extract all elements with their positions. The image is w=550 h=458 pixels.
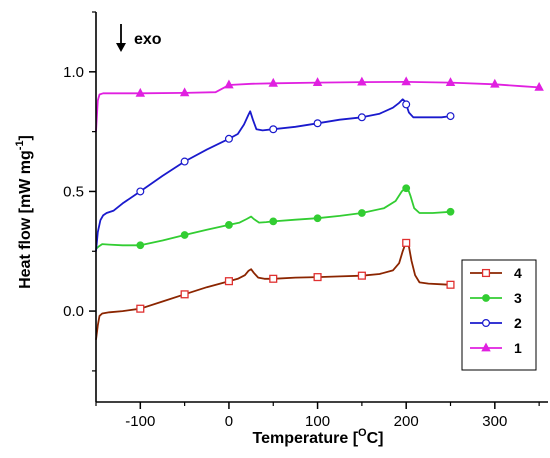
data-point — [357, 76, 367, 86]
data-point — [446, 207, 455, 216]
exo-annotation: exo — [116, 24, 162, 52]
data-point — [357, 271, 366, 280]
data-point — [224, 134, 233, 143]
data-point — [180, 290, 189, 299]
data-point — [268, 77, 278, 87]
data-point — [224, 277, 233, 286]
series-line — [95, 98, 451, 252]
exo-label: exo — [134, 31, 162, 48]
data-point — [136, 187, 145, 196]
x-axis-title-sup: O — [358, 427, 367, 439]
x-axis-title-main: Temperature [ — [253, 430, 359, 447]
series-1 — [95, 76, 544, 132]
y-axis-title-main: Heat flow [mW mg — [17, 150, 34, 289]
data-point — [269, 217, 278, 226]
data-point — [136, 304, 145, 313]
x-tick-label: 100 — [305, 413, 330, 430]
plot-area — [95, 76, 544, 340]
axes — [95, 12, 548, 403]
data-point — [225, 221, 233, 229]
x-tick-label: 200 — [394, 413, 419, 430]
data-point — [135, 87, 146, 97]
series-3 — [95, 184, 455, 250]
data-point — [357, 113, 366, 122]
legend-item-4: 4 — [470, 265, 522, 281]
data-point — [446, 280, 455, 289]
y-axis-title-sup: -1 — [14, 140, 26, 150]
data-point — [179, 87, 190, 97]
legend-marker — [482, 294, 490, 302]
data-point — [534, 81, 544, 91]
legend-frame — [461, 259, 537, 371]
data-point — [313, 273, 322, 282]
y-axis-title: Heat flow [mW mg-1] — [14, 135, 34, 289]
legend-marker — [481, 268, 491, 278]
data-point — [313, 214, 322, 223]
ticks: -100 0 100 200 300 0.0 0.5 1.0 — [63, 11, 540, 430]
data-point — [136, 241, 145, 250]
data-point — [312, 77, 323, 86]
legend-label: 4 — [514, 265, 522, 281]
data-point — [445, 77, 456, 86]
data-point — [402, 238, 411, 247]
legend: 4 3 2 1 — [461, 259, 537, 371]
data-point — [313, 119, 322, 128]
legend-item-1: 1 — [470, 340, 522, 356]
series-2 — [95, 98, 455, 252]
x-axis-title: Temperature [OC] — [253, 427, 384, 447]
y-tick-label: 0.0 — [63, 303, 84, 320]
data-point — [224, 79, 234, 89]
data-point — [269, 274, 278, 283]
x-tick-label: 300 — [482, 413, 507, 430]
legend-label: 3 — [514, 290, 522, 306]
data-point — [180, 157, 189, 166]
legend-label: 1 — [514, 340, 522, 356]
legend-marker — [481, 342, 491, 352]
data-point — [180, 231, 189, 239]
legend-marker — [482, 319, 491, 328]
y-tick-label: 1.0 — [63, 64, 84, 81]
y-axis-title-tail: ] — [17, 135, 34, 140]
legend-item-2: 2 — [470, 315, 522, 331]
x-tick-label: 0 — [225, 413, 233, 430]
exo-arrow-head — [116, 43, 126, 52]
y-tick-label: 0.5 — [63, 183, 84, 200]
series-line — [95, 240, 451, 340]
legend-label: 2 — [514, 315, 522, 331]
series-4 — [95, 238, 455, 340]
data-point — [446, 112, 455, 121]
data-point — [357, 209, 366, 217]
data-point — [269, 125, 278, 134]
data-point — [402, 100, 411, 109]
x-tick-label: -100 — [125, 413, 155, 430]
data-point — [490, 78, 500, 88]
data-point — [401, 76, 411, 86]
legend-item-3: 3 — [470, 290, 522, 306]
x-axis-title-tail: C] — [367, 430, 384, 447]
data-point — [402, 184, 411, 193]
